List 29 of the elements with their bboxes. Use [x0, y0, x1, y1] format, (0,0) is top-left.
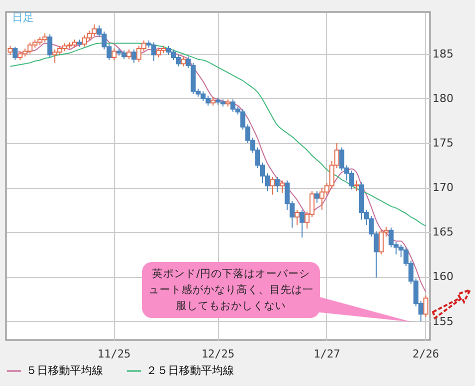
- legend-label: ５日移動平均線: [26, 364, 103, 377]
- y-tick-label: 170: [432, 181, 454, 194]
- x-tick-label: 11/25: [98, 348, 131, 360]
- legend-label: ２５日移動平均線: [146, 364, 234, 377]
- candlestick: [270, 176, 275, 196]
- candlestick: [300, 209, 305, 238]
- candlestick: [294, 209, 300, 226]
- y-tick-label: 180: [432, 92, 454, 105]
- candlestick: [354, 180, 360, 192]
- candlestick: [274, 176, 280, 193]
- candlestick: [47, 34, 52, 58]
- x-tick-label: 12/25: [201, 348, 235, 360]
- y-tick-label: 165: [432, 226, 454, 239]
- y-tick-label: 175: [432, 136, 454, 150]
- y-tick-label: 160: [432, 270, 454, 284]
- y-tick-label: 185: [432, 47, 454, 60]
- x-tick-label: 1/27: [314, 348, 340, 360]
- candlestick: [131, 48, 136, 64]
- candlestick: [314, 190, 320, 204]
- y-tick-label: 155: [432, 314, 454, 328]
- candlestick: [12, 46, 18, 61]
- annotation: 英ポンド/円の下落はオーバーシュート感がかなり高く、目先は一服してもおかしくない: [142, 262, 320, 318]
- candlestick: [280, 180, 285, 194]
- chart-title: 日足: [12, 10, 34, 25]
- candlestick: [423, 294, 428, 318]
- candlestick: [180, 56, 186, 67]
- candlestick: [126, 48, 132, 60]
- x-tick-label: 2/26: [412, 348, 440, 360]
- candlestick: [112, 48, 117, 61]
